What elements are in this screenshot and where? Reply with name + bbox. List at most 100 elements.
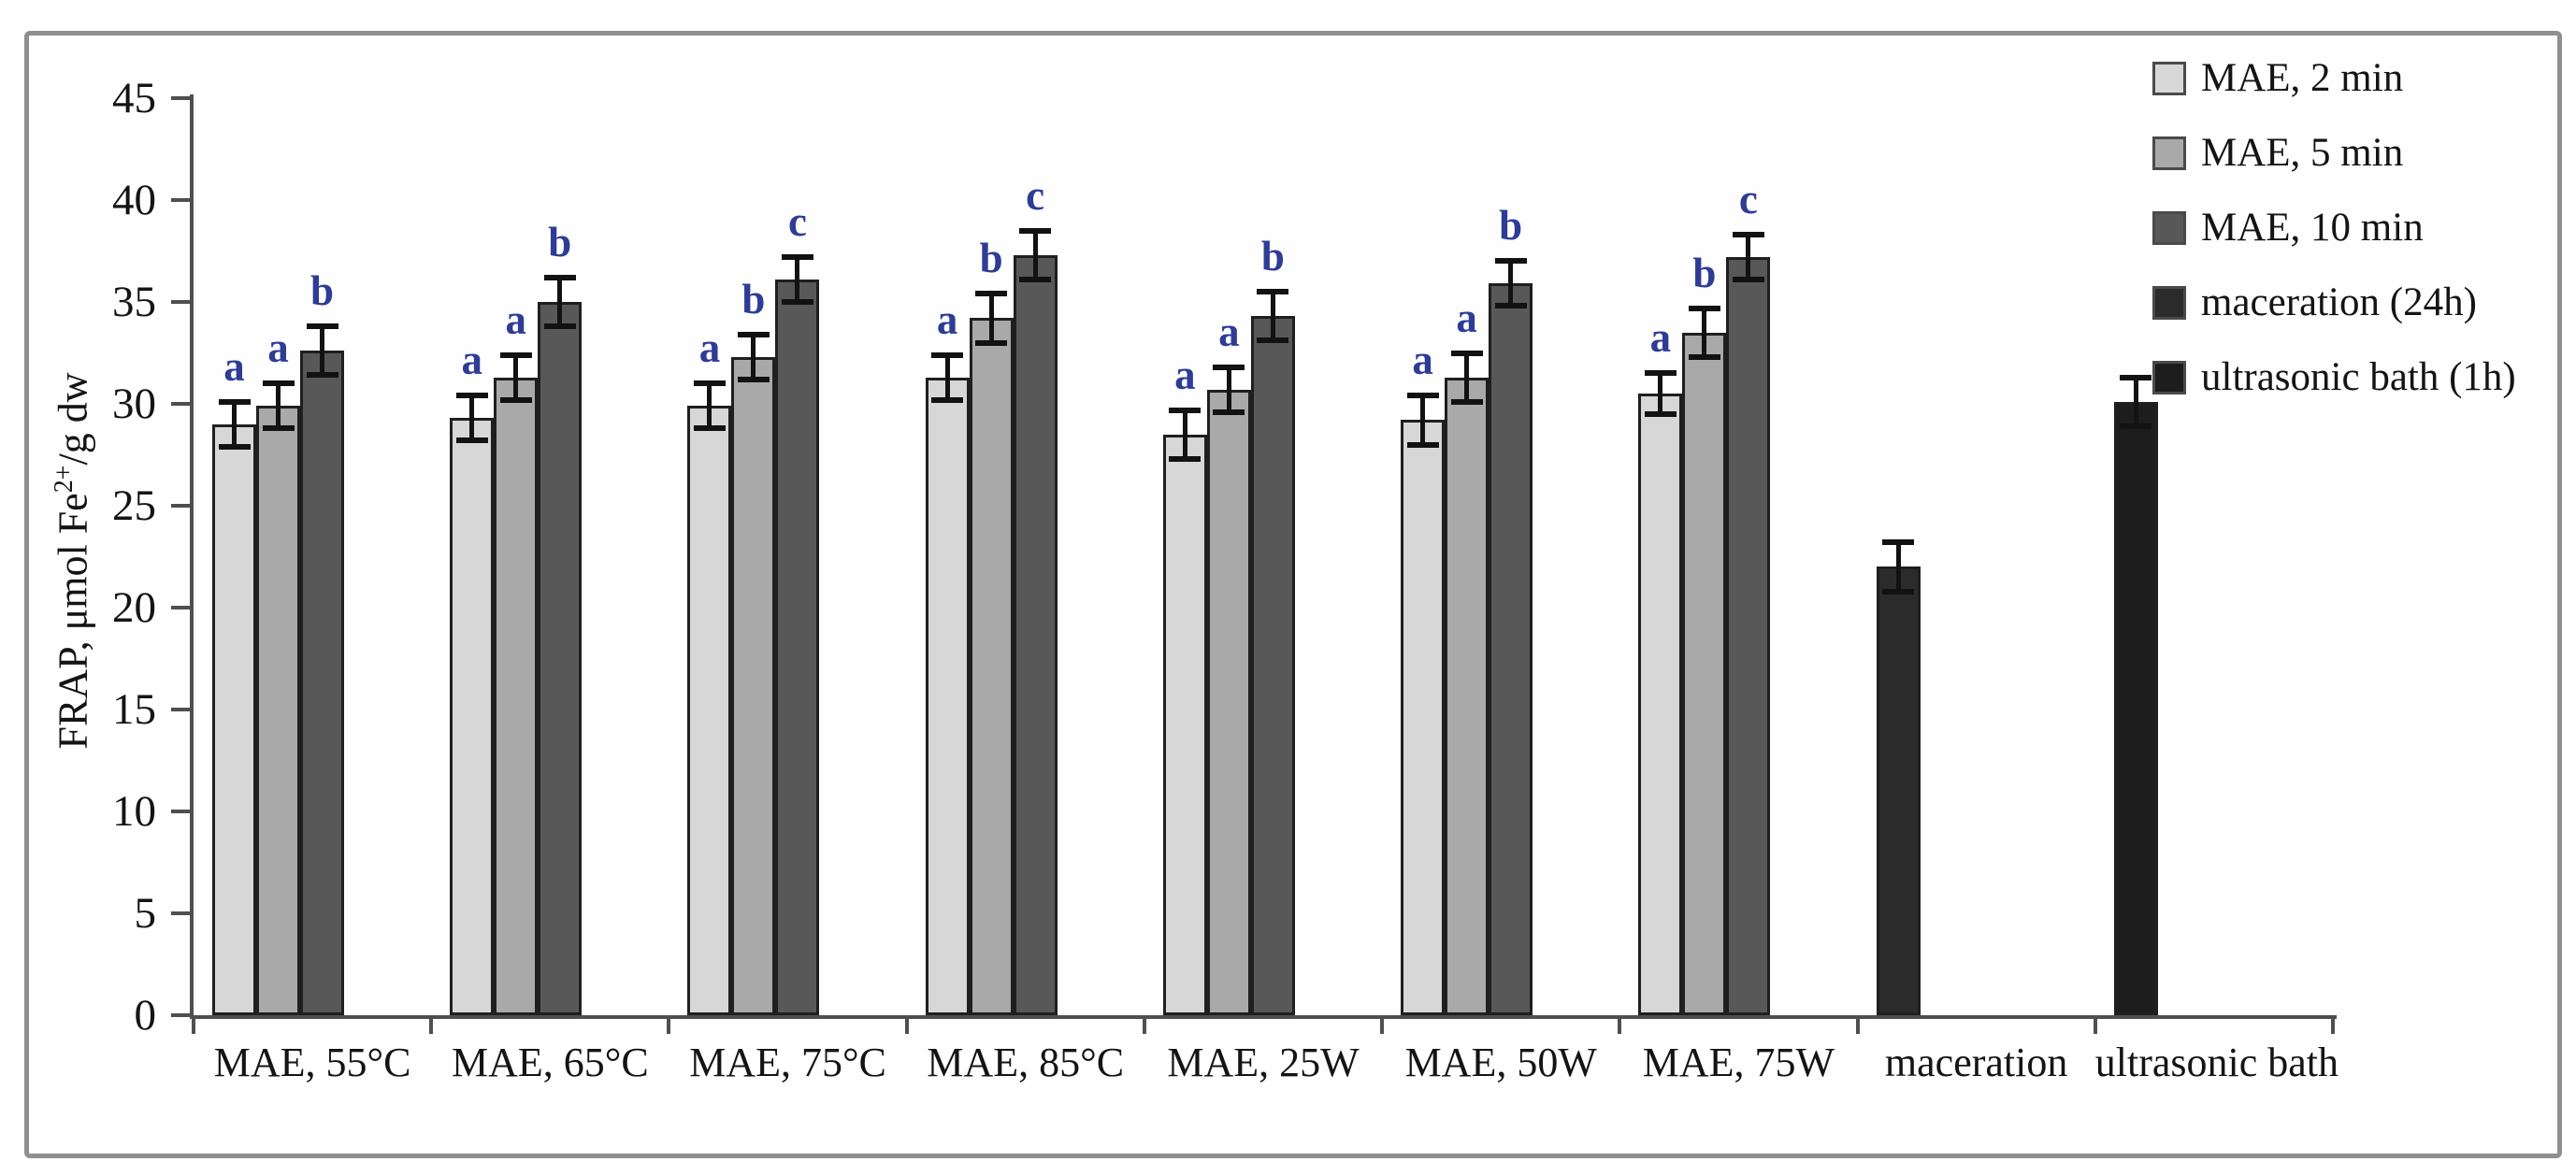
error-bar-cap-top [1257,289,1289,295]
bar [687,406,732,1015]
legend-item: MAE, 10 min [2152,191,2516,265]
y-tick-label: 25 [112,481,156,530]
significance-letter: c [787,198,807,246]
error-bar-cap-bottom [1213,409,1245,415]
y-tick-mark [171,708,190,711]
legend-label: maceration (24h) [2201,280,2477,324]
error-bar-line [1032,230,1038,280]
significance-letter: b [1692,249,1717,296]
significance-letter: a [267,324,289,372]
error-bar-cap-top [1406,393,1439,399]
y-tick-mark [171,810,190,813]
legend-item: MAE, 2 min [2152,41,2516,116]
error-bar-cap-bottom [455,437,488,444]
legend-label: MAE, 5 min [2201,131,2404,175]
y-axis-line [190,94,194,1019]
bar [731,356,776,1015]
significance-letter: a [1456,294,1477,341]
x-tick-mark [2331,1019,2335,1034]
error-bar-cap-top [262,380,295,387]
significance-letter: b [1260,233,1285,280]
x-axis-line [190,1015,2337,1019]
error-bar-line [513,354,519,400]
y-tick-label: 20 [112,583,156,632]
legend-label: MAE, 2 min [2201,56,2404,100]
error-bar-cap-bottom [543,323,576,330]
error-bar-line [2133,377,2138,426]
x-category-label: MAE, 75W [1642,1040,1835,1085]
error-bar-cap-top [306,323,338,330]
x-tick-mark [1855,1019,1860,1034]
x-category-label: MAE, 25W [1167,1040,1360,1085]
bar [1445,377,1489,1015]
y-tick-mark [171,911,190,915]
error-bar-cap-top [499,351,532,358]
error-bar-line [232,401,237,447]
x-tick-mark [667,1019,671,1034]
bar [1013,254,1058,1015]
y-tick-label: 10 [112,787,156,836]
x-tick-mark [1618,1019,1622,1034]
significance-letter: a [1649,314,1672,362]
bar [212,423,256,1015]
error-bar-cap-top [693,380,726,387]
bar [450,418,495,1015]
legend-swatch-icon [2152,62,2186,95]
error-bar-cap-top [1494,258,1527,265]
legend-label: MAE, 10 min [2201,206,2424,250]
error-bar-cap-top [1882,539,1915,546]
y-tick-mark [171,504,190,508]
significance-letter: a [1174,351,1196,398]
error-bar-cap-bottom [1169,455,1202,462]
bar [1876,566,1921,1015]
error-bar-line [276,383,281,429]
y-tick-label: 15 [112,685,156,734]
bar [538,302,583,1015]
x-tick-mark [904,1019,909,1034]
y-tick-label: 30 [112,380,156,428]
error-bar-cap-bottom [781,299,813,305]
bar [300,351,344,1015]
error-bar-line [707,383,712,429]
x-category-label: MAE, 50W [1404,1040,1597,1085]
error-bar-cap-top [1169,407,1202,413]
error-bar-cap-bottom [975,339,1008,346]
error-bar-cap-bottom [2120,423,2152,429]
error-bar-cap-top [1732,232,1764,238]
error-bar-cap-top [1450,350,1483,356]
bar [1162,434,1207,1015]
error-bar-line [988,294,994,343]
y-tick-mark [171,1013,190,1017]
x-tick-mark [1380,1019,1385,1034]
x-category-label: MAE, 55°C [213,1040,411,1085]
error-bar-line [320,326,324,376]
error-bar-cap-bottom [1688,353,1720,360]
error-bar-line [1270,292,1275,341]
bar [775,280,820,1015]
error-bar-line [1895,542,1901,592]
error-bar-cap-top [1213,364,1245,370]
y-tick-mark [171,96,190,100]
legend-item: MAE, 5 min [2152,116,2516,191]
significance-letter: a [223,342,245,390]
legend-swatch-icon [2152,211,2186,245]
significance-letter: b [309,267,335,315]
legend-swatch-icon [2152,286,2186,320]
bar [1489,283,1533,1015]
error-bar-cap-bottom [1406,441,1439,448]
error-bar-line [1702,308,1707,357]
x-category-label: MAE, 65°C [451,1040,649,1085]
bar [1638,394,1683,1015]
error-bar-cap-bottom [737,376,770,382]
y-tick-mark [171,402,190,406]
significance-letter: b [741,275,766,323]
error-bar-cap-bottom [1732,277,1764,283]
significance-letter: b [548,218,572,265]
error-bar-cap-top [455,393,488,399]
error-bar-cap-top [1019,227,1052,234]
bar [1682,332,1727,1015]
error-bar-cap-bottom [931,396,964,403]
error-bar-line [1420,395,1426,445]
